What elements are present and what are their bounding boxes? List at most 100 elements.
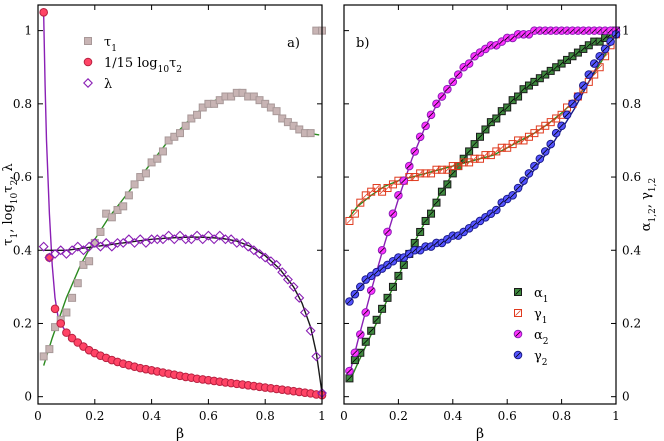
point-gamma2-tick [542,148,548,155]
point-lambda [265,256,276,267]
point-lambda [197,234,208,245]
panel-b: 0 0.2 0.4 0.6 0.8 100.20.40.60.81b)βα1,2, γ1,… [340,4,658,441]
panel-label-a: a) [287,36,300,51]
legend-marker-lambda [83,78,93,88]
series-tau2 [39,8,327,400]
point-alpha1-tick [477,133,483,140]
legend-marker-tau1 [84,37,92,45]
y-tick-label-a: 0.2 [13,316,32,330]
y-tick-label-b: 0.2 [622,316,641,330]
point-lambda [305,325,316,336]
point-lambda [209,234,220,245]
point-lambda [163,230,174,241]
y-tick-label-b: 0.4 [622,243,641,257]
point-lambda [106,241,117,252]
point-gamma2-tick [466,225,472,231]
point-lambda [169,234,180,245]
point-alpha2-tick [368,287,374,294]
point-alpha2-tick [499,38,505,45]
point-gamma2-tick [373,269,380,275]
point-lambda [226,234,237,245]
point-alpha1-tick [493,115,500,122]
y-tick-label-b: 1 [622,24,630,38]
point-lambda [299,307,310,318]
fits-b [348,29,616,383]
legend-label-alpha2: α2 [534,328,549,347]
point-gamma1 [481,151,490,160]
ticks-a: 0 0.2 0.4 0.6 0.8 1 0 0.2 0.4 0.6 0.8 1 [13,5,326,423]
point-alpha2-tick [460,64,467,70]
point-lambda [271,259,282,270]
y-tick-label-a: 0.6 [13,170,32,184]
point-gamma2-tick [379,265,385,272]
legend-a: τ1 1/15 log10τ2 λ [83,35,182,92]
point-alpha1-tick [422,218,429,224]
frame-b [343,4,617,405]
x-tick-label-b: 0.4 [443,409,462,423]
point-gamma1 [345,216,354,225]
legend-label-alpha1: α1 [534,286,549,305]
point-lambda [288,281,299,292]
point-gamma2-tick [586,71,592,78]
legend-label-tau1: τ1 [104,35,117,54]
point-gamma2-tick [428,243,434,250]
point-alpha2-tick [363,309,369,316]
fit-line-alpha2 [348,29,616,375]
point-alpha1-tick [439,188,445,195]
x-tick-label-a: 0.2 [85,409,104,423]
series-alpha1 [345,26,620,383]
point-gamma2-tick [520,178,527,184]
point-lambda [294,292,305,303]
point-lambda [55,245,66,256]
point-alpha2-tick [428,112,434,118]
series-alpha2 [345,26,621,376]
point-gamma2-tick [390,258,396,264]
point-tau1 [85,257,94,266]
point-tau1 [124,191,133,200]
series-tau1 [39,26,326,361]
point-tau1 [119,202,128,211]
point-gamma1-tick [357,199,364,206]
point-gamma2-tick [460,229,467,235]
point-gamma2-tick [493,207,500,213]
point-tau1 [107,213,116,222]
point-gamma2-tick [401,254,407,261]
point-gamma1 [356,198,365,207]
point-alpha1-tick [504,104,510,111]
point-gamma1 [416,169,425,178]
point-alpha1-tick [352,357,358,363]
point-alpha1-tick [379,306,385,312]
point-alpha2-tick [466,60,472,67]
point-tau2 [73,338,83,347]
point-gamma2-tick [564,112,570,118]
y-tick-label-b: 0 [622,390,630,404]
point-gamma1 [470,154,479,163]
point-alpha1-tick [450,170,456,177]
point-gamma2-tick [591,60,597,67]
legend-label-lambda: λ [104,77,112,92]
point-tau1 [153,154,162,163]
point-alpha1-tick [373,317,380,323]
x-tick-label-b: 0 [340,409,348,423]
point-alpha2-tick [439,93,445,100]
point-alpha1-tick [433,199,440,206]
ticks-b: 0 0.2 0.4 0.6 0.8 100.20.40.60.81 [340,5,641,423]
x-tick-label-a: 1 [318,409,326,423]
point-gamma2-tick [499,199,505,206]
point-gamma1 [437,165,446,174]
point-lambda [135,234,146,245]
point-lambda [311,351,322,362]
point-tau1 [141,169,150,178]
point-gamma1 [514,136,523,145]
legend-label-gamma1: γ1 [534,307,548,326]
point-lambda [84,241,95,252]
point-alpha2-tick [384,229,391,235]
legend-marker-gamma1-tick [515,310,521,316]
point-tau1 [306,129,315,138]
point-lambda [254,248,265,259]
point-tau1 [130,180,139,189]
y-tick-label-b: 0.8 [622,97,641,111]
point-gamma2-tick [363,276,369,283]
legend-label-tau2: 1/15 log10τ2 [104,56,182,75]
